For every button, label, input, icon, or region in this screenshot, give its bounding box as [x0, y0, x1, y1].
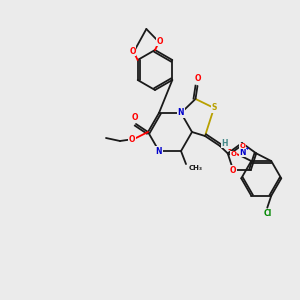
Text: N: N — [178, 108, 184, 117]
Text: O: O — [157, 37, 163, 46]
Text: O: O — [230, 151, 236, 157]
Text: O: O — [239, 143, 245, 149]
Text: O: O — [194, 74, 201, 83]
Text: O: O — [230, 166, 236, 175]
Text: Cl: Cl — [263, 209, 272, 218]
Text: O: O — [129, 134, 135, 143]
Text: H: H — [222, 139, 228, 148]
Text: O: O — [132, 112, 138, 122]
Text: N: N — [239, 148, 245, 157]
Text: O: O — [129, 46, 136, 56]
Text: S: S — [211, 103, 217, 112]
Text: -: - — [227, 146, 231, 154]
Text: CH₃: CH₃ — [189, 165, 203, 171]
Text: N: N — [156, 147, 162, 156]
Text: +: + — [244, 146, 249, 151]
